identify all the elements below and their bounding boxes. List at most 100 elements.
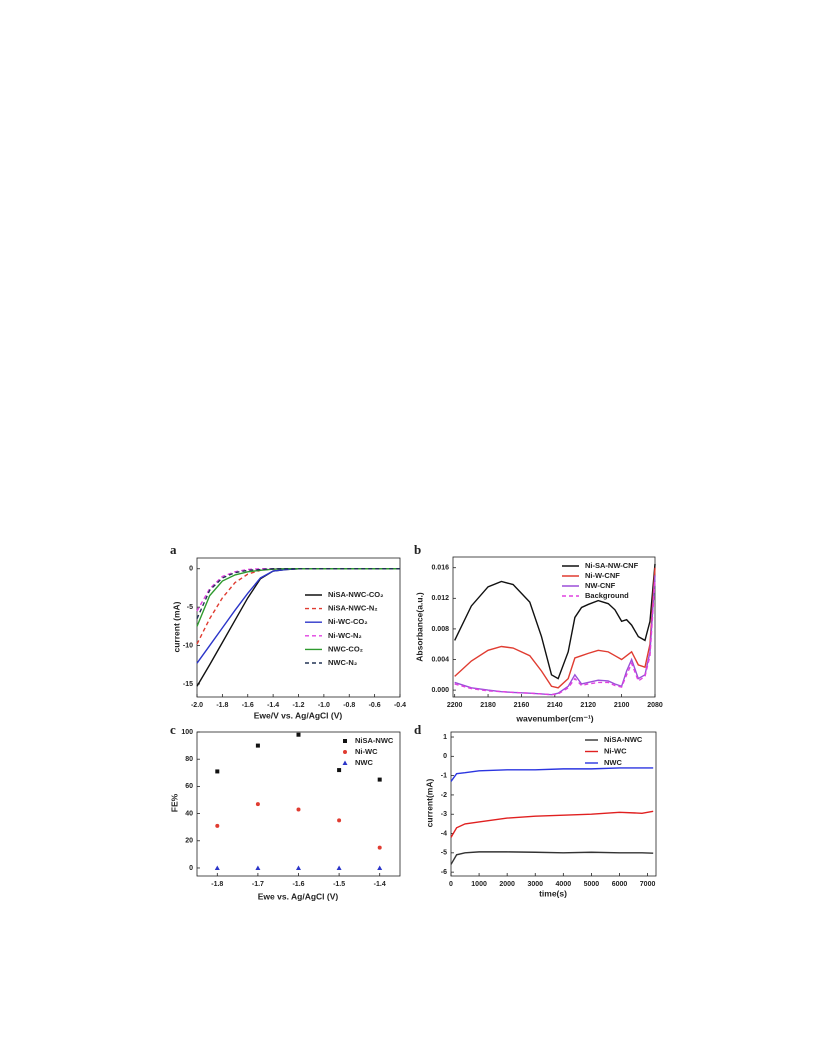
marker <box>215 823 220 828</box>
legend-label: Ni-W-CNF <box>585 571 620 580</box>
x-axis-label: wavenumber(cm⁻¹) <box>515 713 593 723</box>
marker <box>296 732 301 737</box>
legend-label: Ni-WC <box>604 746 627 755</box>
series-line <box>450 767 654 782</box>
x-tick-label: 5000 <box>584 881 600 888</box>
marker <box>255 743 260 748</box>
marker <box>377 865 383 870</box>
marker <box>377 845 382 850</box>
marker <box>337 768 342 773</box>
legend-label: Ni-WC-CO₂ <box>328 617 368 626</box>
plot-frame <box>450 731 657 877</box>
y-tick-label: 0.000 <box>431 687 449 694</box>
x-tick-label: 0 <box>449 881 453 888</box>
legend-label: Ni-SA-NW-CNF <box>585 561 639 570</box>
x-tick-label: -0.4 <box>394 702 406 709</box>
series-line <box>454 563 656 680</box>
y-tick-label: -6 <box>441 869 447 876</box>
x-tick-label: 2080 <box>647 702 663 709</box>
x-tick-label: -1.8 <box>211 881 223 888</box>
panel-label: c <box>170 722 176 737</box>
x-tick-label: 1000 <box>471 881 487 888</box>
y-tick-label: -1 <box>441 772 447 779</box>
y-tick-label: -4 <box>441 830 447 837</box>
x-axis-label: time(s) <box>539 888 567 898</box>
x-tick-label: 2200 <box>447 702 463 709</box>
y-tick-label: 0.012 <box>431 595 449 602</box>
x-tick-label: -1.6 <box>292 881 304 888</box>
y-tick-label: 0 <box>189 865 193 872</box>
series-line <box>196 568 400 619</box>
x-tick-label: -1.4 <box>374 881 386 888</box>
y-tick-label: -15 <box>183 681 193 688</box>
x-tick-label: -1.8 <box>216 702 228 709</box>
y-tick-label: -3 <box>441 811 447 818</box>
x-tick-label: 2000 <box>499 881 515 888</box>
x-tick-label: -1.5 <box>333 881 345 888</box>
y-tick-label: 60 <box>185 783 193 790</box>
marker <box>296 807 301 812</box>
x-tick-label: 2120 <box>580 702 596 709</box>
legend-label: NiSA-NWC <box>355 736 394 745</box>
marker <box>296 865 301 870</box>
legend-label: Ni-WC <box>355 747 378 756</box>
series-line <box>450 851 654 865</box>
series-line <box>196 568 400 687</box>
y-tick-label: 0.016 <box>431 565 449 572</box>
y-tick-label: 0.004 <box>431 656 449 663</box>
x-axis-label: Ewe vs. Ag/AgCl (V) <box>258 891 339 901</box>
y-tick-label: -5 <box>187 604 193 611</box>
x-tick-label: 2180 <box>480 702 496 709</box>
panel-label: b <box>414 542 421 557</box>
x-tick-label: 2140 <box>547 702 563 709</box>
marker <box>337 818 342 823</box>
y-tick-label: 1 <box>443 734 447 741</box>
marker <box>255 865 261 870</box>
panel-label: a <box>170 542 177 557</box>
legend-label: NiSA-NWC-N₂ <box>328 604 378 613</box>
x-tick-label: 3000 <box>527 881 543 888</box>
series-line <box>454 575 656 696</box>
legend-label: Background <box>585 591 629 600</box>
marker <box>215 769 220 774</box>
y-tick-label: 100 <box>181 729 193 736</box>
y-axis-label: current (mA) <box>171 601 181 652</box>
y-axis-label: FE% <box>169 793 179 812</box>
y-tick-label: -2 <box>441 792 447 799</box>
series-line <box>454 579 656 696</box>
x-tick-label: -1.0 <box>318 702 330 709</box>
x-tick-label: -1.6 <box>242 702 254 709</box>
legend-label: Ni-WC-N₂ <box>328 631 362 640</box>
marker <box>214 865 220 870</box>
legend-label: NWC <box>355 758 373 767</box>
legend-label: NiSA-NWC <box>604 735 643 744</box>
x-tick-label: -0.6 <box>369 702 381 709</box>
legend-marker <box>343 750 347 754</box>
legend-label: NWC-CO₂ <box>328 644 363 653</box>
marker <box>377 777 382 782</box>
legend-label: NWC-N₂ <box>328 658 357 667</box>
x-tick-label: 2100 <box>614 702 630 709</box>
x-tick-label: 2160 <box>514 702 530 709</box>
x-tick-label: -1.2 <box>292 702 304 709</box>
x-tick-label: -1.4 <box>267 702 279 709</box>
panel-label: d <box>414 722 422 737</box>
x-tick-label: -0.8 <box>343 702 355 709</box>
plot-frame <box>452 556 656 698</box>
x-tick-label: -2.0 <box>191 702 203 709</box>
y-tick-label: -10 <box>183 642 193 649</box>
legend-marker <box>342 760 348 765</box>
y-tick-label: 40 <box>185 810 193 817</box>
marker <box>255 802 260 807</box>
legend-label: NWC <box>604 758 622 767</box>
series-line <box>450 810 654 838</box>
x-tick-label: 6000 <box>612 881 628 888</box>
series-line <box>196 568 400 664</box>
legend-label: NW-CNF <box>585 581 616 590</box>
y-tick-label: 0.008 <box>431 626 449 633</box>
series-line <box>454 567 656 689</box>
legend-label: NiSA-NWC-CO₂ <box>328 590 383 599</box>
y-tick-label: 80 <box>185 756 193 763</box>
y-tick-label: 0 <box>189 566 193 573</box>
